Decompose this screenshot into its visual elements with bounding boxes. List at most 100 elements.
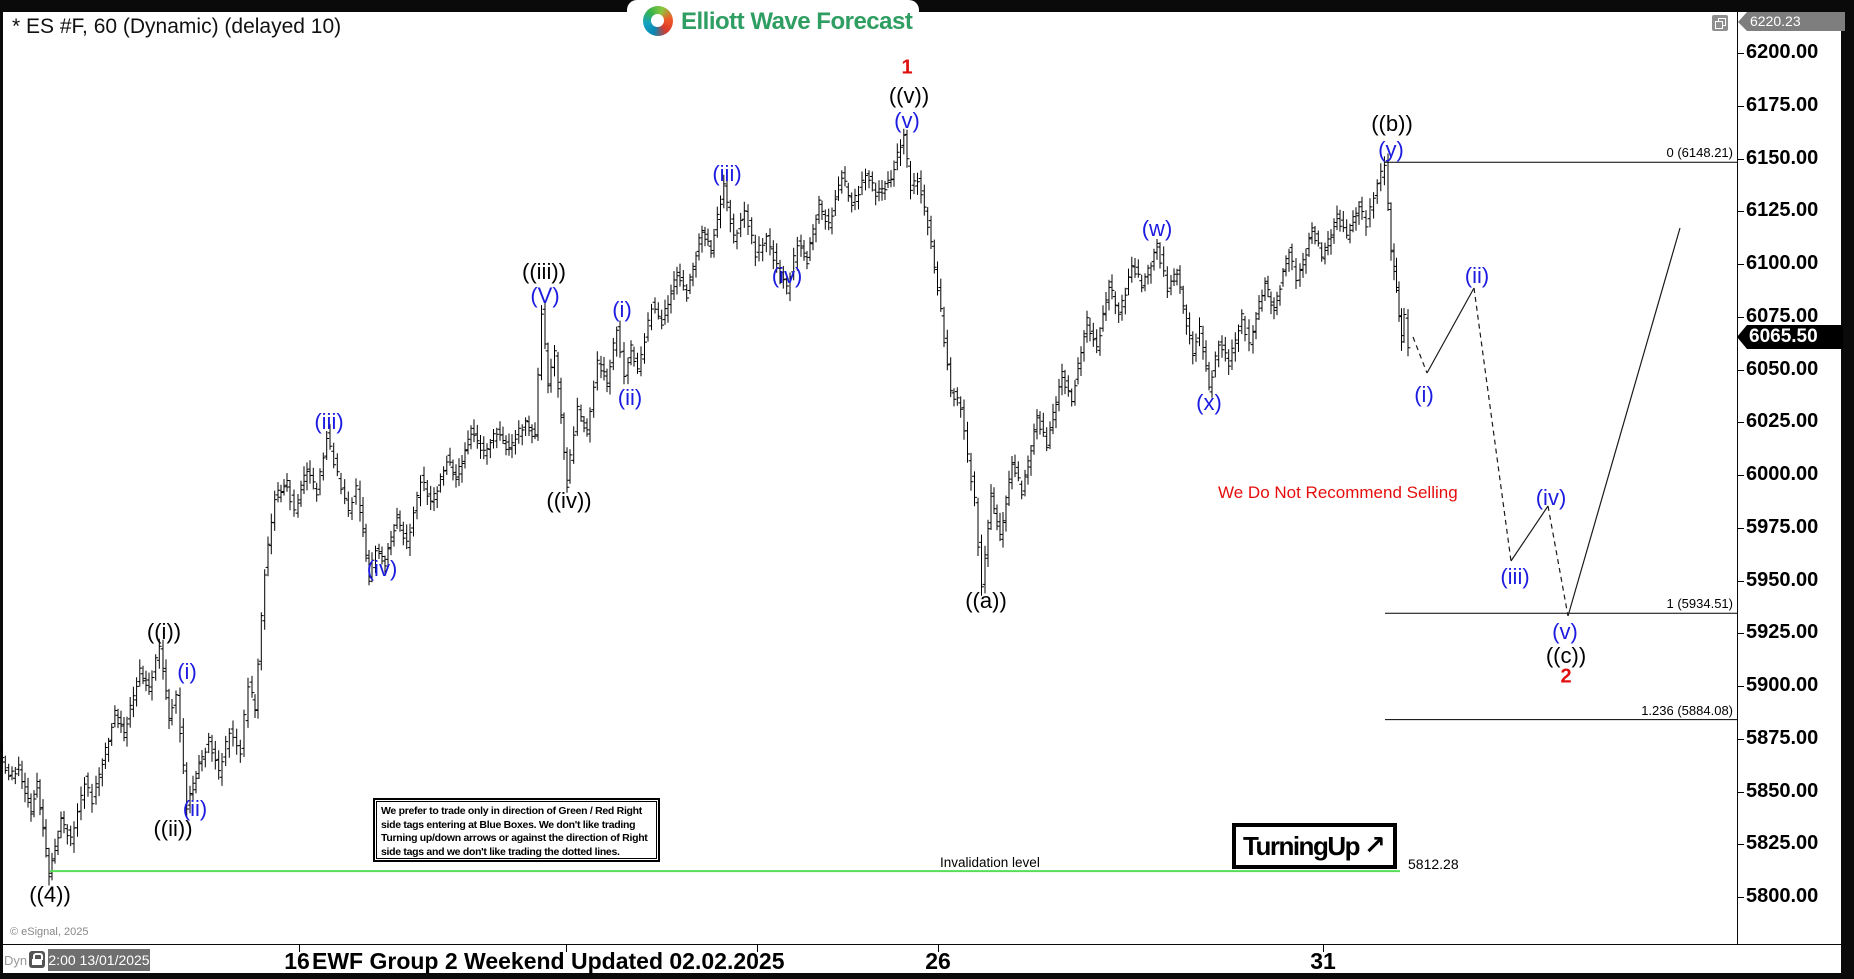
price-axis-tick [1738, 686, 1744, 687]
disclaimer-line: side tags and we don't like trading the … [381, 845, 620, 858]
time-axis-tick [938, 945, 939, 952]
window-frame-top [0, 0, 1854, 12]
logo-background [627, 0, 919, 42]
price-axis-tick [1738, 581, 1744, 582]
dashed-projection-line [1473, 287, 1512, 562]
wave-label: ((a)) [965, 588, 1007, 613]
up-arrow-icon: ↗ [1363, 831, 1386, 861]
trading-disclaimer-box: We prefer to trade only in direction of … [373, 798, 660, 862]
chart-title: * ES #F, 60 (Dynamic) (delayed 10) [12, 15, 342, 38]
wave-label: (i) [1414, 382, 1434, 407]
dashed-projection-line [1412, 336, 1428, 374]
price-axis-label: 6000.00 [1746, 463, 1819, 485]
wave-label: ((ii)) [153, 816, 193, 841]
window-frame-right [1841, 0, 1854, 979]
wave-label: 2 [1560, 665, 1572, 688]
no-selling-note: We Do Not Recommend Selling [1218, 483, 1458, 502]
solid-projection-line [1510, 505, 1549, 562]
invalidation-level-value: 5812.28 [1408, 856, 1459, 872]
wave-label: (iii) [712, 161, 742, 186]
window-frame-left [0, 12, 3, 974]
price-axis-separator [1737, 12, 1738, 944]
last-price-value: 6065.50 [1747, 325, 1843, 349]
disclaimer-line: side tags entering at Blue Boxes. We don… [381, 818, 636, 831]
turning-up-badge: TurningUp ↗ [1232, 823, 1397, 869]
price-axis-label: 5925.00 [1746, 621, 1819, 643]
projection-path-lines [1412, 227, 1681, 617]
solid-projection-line [1567, 227, 1681, 617]
wave-label: (ii) [617, 385, 643, 410]
status-mode: Dyn [4, 953, 28, 968]
price-axis-label: 6200.00 [1746, 41, 1819, 63]
disclaimer-line: Turning up/down arrows or against the di… [381, 832, 648, 844]
price-axis-label: 5800.00 [1746, 885, 1819, 907]
price-axis-label: 6025.00 [1746, 410, 1819, 432]
price-axis-label: 6175.00 [1746, 94, 1819, 116]
price-axis-label: 6125.00 [1746, 199, 1819, 221]
price-axis-label: 5950.00 [1746, 569, 1819, 591]
price-axis-tick [1738, 528, 1744, 529]
price-axis-tick [1738, 264, 1744, 265]
session-high-value: 6220.23 [1747, 12, 1845, 31]
wave-label: ((c)) [1545, 643, 1587, 668]
wave-label: (iii) [1500, 564, 1530, 589]
wave-label: (iv) [771, 263, 803, 288]
price-axis-tick [1738, 53, 1744, 54]
wave-label: (v) [1552, 619, 1578, 644]
disclaimer-line: We prefer to trade only in direction of … [381, 805, 642, 817]
price-axis-label: 6150.00 [1746, 147, 1819, 169]
price-axis-tick [1738, 211, 1744, 212]
elliott-wave-forecast-logo-icon [643, 6, 673, 36]
price-axis-tick [1738, 422, 1744, 423]
time-axis-separator [0, 944, 1841, 945]
price-axis-label: 5875.00 [1746, 727, 1819, 749]
fib-level-label: 0 (6148.21) [1666, 145, 1734, 160]
solid-projection-line [1426, 287, 1475, 374]
fib-retracement-lines [1385, 161, 1737, 721]
price-axis-tick [1738, 792, 1744, 793]
wave-label: ((b)) [1371, 111, 1413, 136]
wave-label: (i) [177, 659, 197, 684]
price-axis-tick [1738, 739, 1744, 740]
price-axis-tick [1738, 633, 1744, 634]
price-axis-label: 5825.00 [1746, 832, 1819, 854]
price-axis-tick [1738, 475, 1744, 476]
wave-label: ((iv)) [546, 488, 592, 513]
wave-label: (x) [1196, 390, 1222, 415]
restore-window-icon[interactable] [1712, 15, 1728, 31]
price-axis-tick [1738, 106, 1744, 107]
wave-label: (w) [1141, 216, 1173, 241]
price-axis-tick [1738, 897, 1744, 898]
time-axis-tick [566, 945, 567, 952]
price-bars [0, 128, 1411, 886]
time-axis-tick [299, 945, 300, 952]
lock-icon [29, 951, 45, 968]
dashed-projection-line [1547, 505, 1569, 617]
fib-level-label: 1 (5934.51) [1666, 596, 1734, 611]
tag-arrow-icon [1738, 12, 1747, 31]
price-axis-tick [1738, 370, 1744, 371]
wave-label: ((iii)) [522, 259, 566, 284]
time-axis-label: 26 [925, 948, 951, 974]
time-axis-tick [757, 945, 758, 952]
wave-label: (iv) [366, 556, 398, 581]
price-axis-label: 6100.00 [1746, 252, 1819, 274]
fib-level-label: 1.236 (5884.08) [1641, 703, 1733, 718]
price-axis-tick [1738, 159, 1744, 160]
tag-arrow-icon [1737, 325, 1747, 349]
elliott-wave-forecast-logo-text: Elliott Wave Forecast [681, 8, 913, 35]
price-axis-label: 6050.00 [1746, 358, 1819, 380]
price-axis-tick [1738, 317, 1744, 318]
wave-label: (ii) [1464, 263, 1490, 288]
wave-label: ((4)) [29, 882, 71, 907]
wave-label: ((v)) [888, 83, 930, 108]
price-axis-label: 5900.00 [1746, 674, 1819, 696]
status-timestamp: 2:00 13/01/2025 [48, 949, 150, 971]
wave-label: ((i)) [146, 619, 182, 644]
wave-label: (iv) [1535, 485, 1567, 510]
time-axis-label: 31 [1310, 948, 1336, 974]
wave-label: (v) [894, 108, 920, 133]
time-axis-tick [1323, 945, 1324, 952]
